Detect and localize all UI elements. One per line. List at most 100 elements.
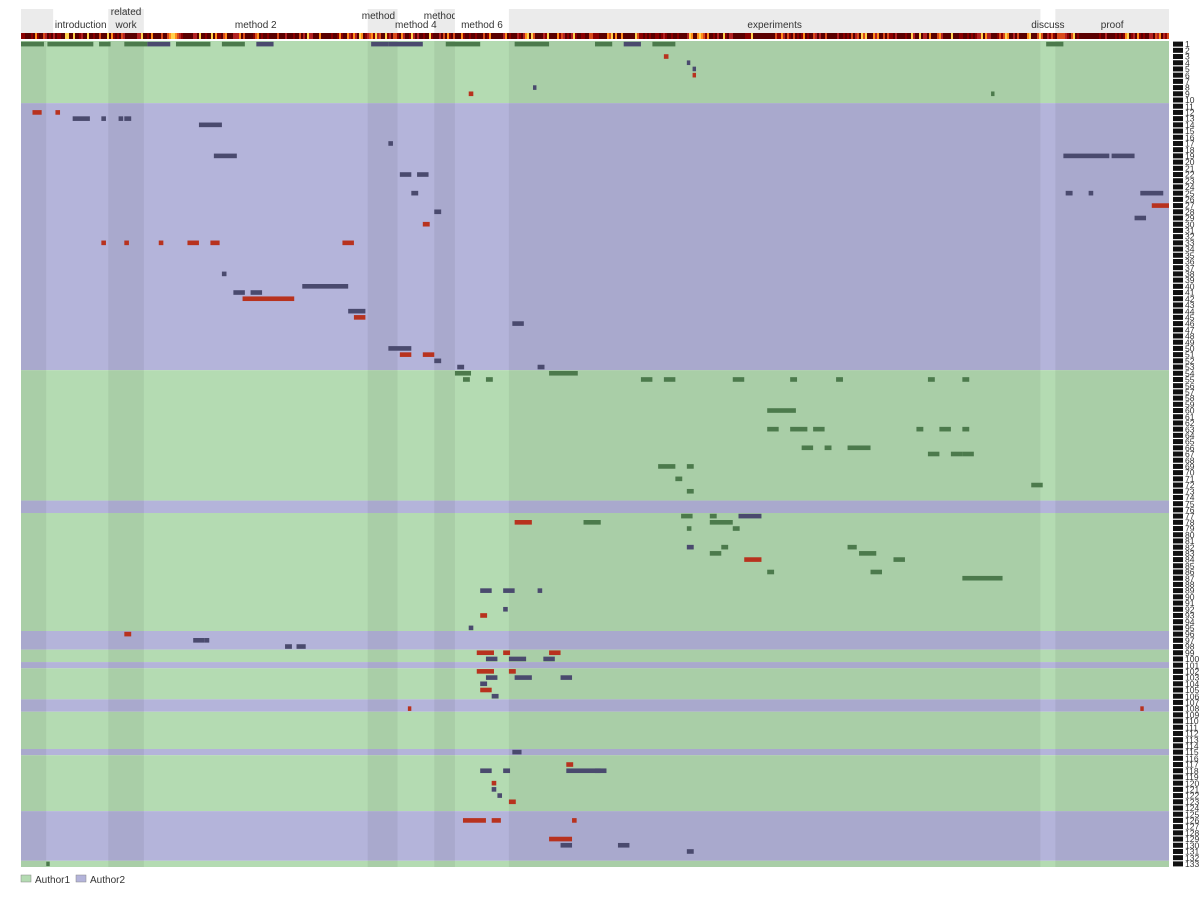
heat-cell (41, 33, 43, 39)
row-tick (1173, 526, 1183, 532)
heat-cell (1145, 33, 1147, 39)
heat-cell (795, 33, 797, 39)
heat-cell (977, 33, 979, 39)
row-number: 94 (1185, 617, 1195, 627)
heat-cell (87, 33, 89, 39)
row-number: 115 (1185, 747, 1199, 757)
heat-cell (893, 33, 895, 39)
heat-cell (303, 33, 305, 39)
heat-cell (1085, 33, 1087, 39)
heat-cell (447, 33, 449, 39)
heat-cell (473, 33, 475, 39)
heat-cell (569, 33, 571, 39)
row-number: 113 (1185, 735, 1199, 745)
heat-cell (983, 33, 985, 39)
heat-cell (841, 33, 843, 39)
activity-mark (371, 41, 389, 47)
activity-mark (256, 41, 274, 47)
row-number: 21 (1185, 163, 1195, 173)
heat-cell (395, 33, 397, 39)
heat-cell (119, 33, 121, 39)
heat-cell (247, 33, 249, 39)
row-tick (1173, 656, 1183, 662)
heat-cell (257, 33, 259, 39)
heat-cell (619, 33, 621, 39)
heat-cell (35, 33, 37, 39)
row-number: 49 (1185, 337, 1195, 347)
activity-mark (595, 768, 607, 774)
heat-cell (467, 33, 469, 39)
row-number: 100 (1185, 654, 1199, 664)
heat-cell (891, 33, 893, 39)
heat-cell (815, 33, 817, 39)
heat-cell (819, 33, 821, 39)
heat-cell (647, 33, 649, 39)
row-tick (1173, 339, 1183, 345)
row-tick (1173, 383, 1183, 389)
heat-cell (359, 33, 361, 39)
heat-cell (1163, 33, 1165, 39)
row-tick (1173, 594, 1183, 600)
heat-cell (201, 33, 203, 39)
row-number: 22 (1185, 170, 1195, 180)
row-number: 15 (1185, 126, 1195, 136)
heat-cell (801, 33, 803, 39)
heat-cell (809, 33, 811, 39)
heat-cell (757, 33, 759, 39)
row-number: 29 (1185, 213, 1195, 223)
heat-cell (1029, 33, 1031, 39)
heat-cell (827, 33, 829, 39)
row-number: 73 (1185, 486, 1195, 496)
heat-cell (547, 33, 549, 39)
activity-mark (101, 240, 106, 246)
author-block-author1 (21, 668, 1169, 700)
row-tick (1173, 395, 1183, 401)
row-number: 105 (1185, 685, 1199, 695)
activity-mark (422, 352, 435, 357)
heat-cell (353, 33, 355, 39)
activity-mark (302, 284, 349, 289)
heat-cell (351, 33, 353, 39)
heat-cell (1125, 33, 1127, 39)
heat-cell (1105, 33, 1107, 39)
heat-cell (651, 33, 653, 39)
heat-cell (533, 33, 535, 39)
heat-cell (999, 33, 1001, 39)
row-tick (1173, 439, 1183, 445)
heat-cell (559, 33, 561, 39)
activity-mark (1088, 190, 1094, 196)
activity-mark (118, 116, 124, 121)
heat-cell (133, 33, 135, 39)
heat-cell (1025, 33, 1027, 39)
row-tick (1173, 190, 1183, 196)
edit-density-strip (21, 33, 1169, 39)
heat-cell (1119, 33, 1121, 39)
author-block-author2 (21, 631, 1169, 650)
heat-cell (665, 33, 667, 39)
row-tick (1173, 420, 1183, 426)
row-tick (1173, 227, 1183, 233)
activity-mark (491, 818, 501, 823)
row-tick (1173, 426, 1183, 432)
activity-mark (480, 613, 488, 618)
heat-cell (263, 33, 265, 39)
activity-mark (675, 476, 683, 482)
heat-cell (281, 33, 283, 39)
heat-cell (501, 33, 503, 39)
activity-mark (210, 240, 220, 246)
activity-mark (485, 377, 493, 382)
heat-cell (979, 33, 981, 39)
row-tick (1173, 681, 1183, 687)
row-tick (1173, 47, 1183, 53)
heat-cell (1113, 33, 1115, 39)
heat-cell (123, 33, 125, 39)
row-number: 110 (1185, 716, 1199, 726)
heat-cell (461, 33, 463, 39)
row-tick (1173, 768, 1183, 774)
heat-cell (1159, 33, 1161, 39)
activity-mark (175, 41, 211, 47)
heat-cell (997, 33, 999, 39)
heat-cell (63, 33, 65, 39)
heat-cell (1007, 33, 1009, 39)
heat-cell (57, 33, 59, 39)
